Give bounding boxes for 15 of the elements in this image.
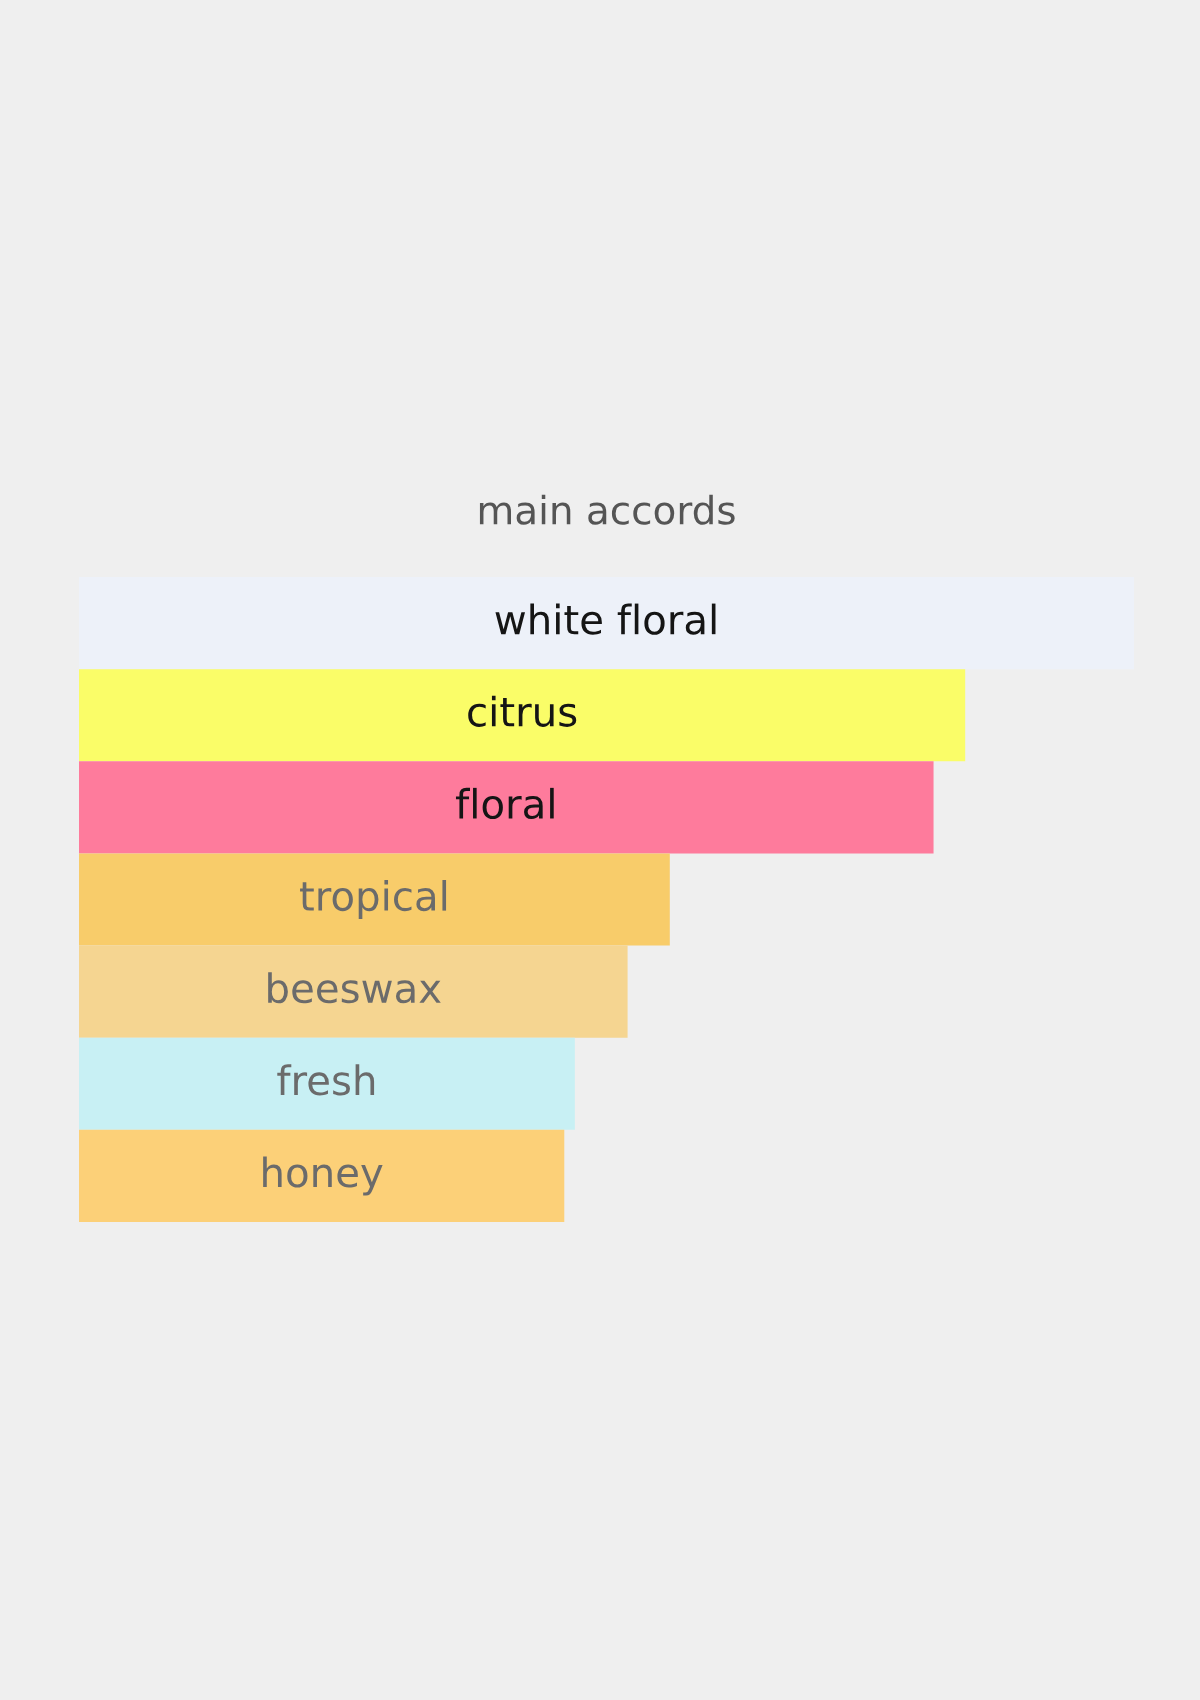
y-tick-label: honey [263,1156,383,1196]
y-tick-label: tropical [300,880,447,919]
bar [79,945,628,1038]
bar [79,761,934,854]
bar [79,1037,575,1130]
chart-title: main accords [479,494,735,525]
y-tick-label: floral [455,787,554,820]
bar [79,853,670,946]
y-tick-label: fresh [277,1064,375,1096]
bar [79,669,966,762]
y-tick-label: beeswax [268,972,441,1004]
y-tick-label: citrus [468,695,577,727]
y-tick-label: white floral [495,603,716,635]
bar [79,577,1134,670]
bar [79,1129,565,1222]
